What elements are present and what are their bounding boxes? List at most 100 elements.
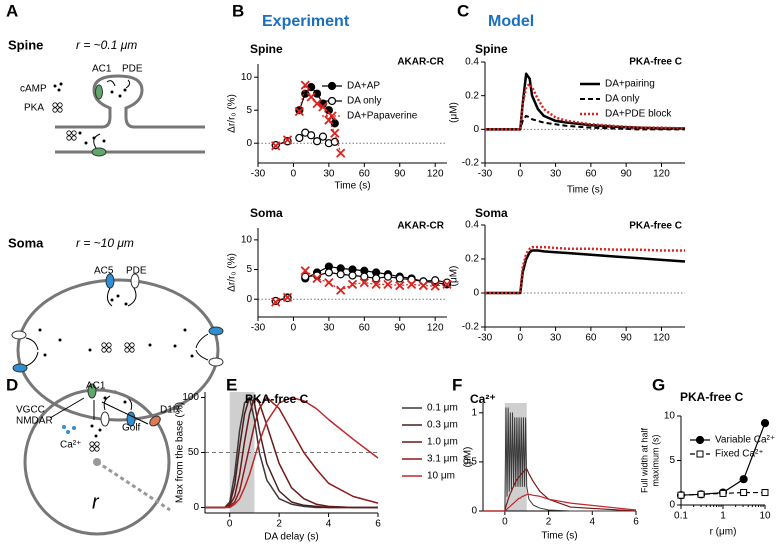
panel-label: D xyxy=(6,375,18,394)
label: NMDAR xyxy=(16,416,53,427)
model-diagram: AC1 VGCC NMDAR D1R Ca²⁺ Golf r xyxy=(16,381,180,536)
y-tick-label: 0 xyxy=(473,288,479,299)
label: PDE xyxy=(126,266,147,277)
marker xyxy=(312,273,322,284)
x-tick-label: 60 xyxy=(585,169,597,180)
marker xyxy=(294,106,304,117)
marker-stroke xyxy=(324,277,334,288)
marker-stroke xyxy=(371,279,381,290)
y-tick-label: 10 xyxy=(664,411,676,422)
x-tick-label: 6 xyxy=(633,517,639,528)
ac5 xyxy=(126,411,136,427)
marker xyxy=(271,141,281,151)
label: D1R xyxy=(160,405,180,416)
marker-stroke xyxy=(300,266,310,276)
marker-stroke xyxy=(330,128,340,138)
y-tick-label: 5 xyxy=(246,264,252,275)
marker xyxy=(327,111,337,121)
marker xyxy=(431,276,440,285)
chart-title: PKA-free C xyxy=(680,390,744,404)
marker xyxy=(300,266,310,276)
marker xyxy=(442,278,452,287)
marker xyxy=(442,279,452,290)
x-tick-label: 90 xyxy=(394,323,406,334)
arrow xyxy=(49,397,149,425)
y-tick-label: 100 xyxy=(182,392,199,403)
series-line xyxy=(205,396,379,509)
marker xyxy=(312,137,322,146)
label: PDE xyxy=(122,64,143,75)
marker-stroke xyxy=(336,148,346,158)
legend-label: DA only xyxy=(347,96,381,107)
soma-membrane xyxy=(16,278,220,422)
marker-stroke xyxy=(327,111,337,121)
x-axis-label: r (μm) xyxy=(710,527,737,538)
y-tick-label: 10 xyxy=(241,72,253,83)
x-tick-label: -30 xyxy=(478,169,493,180)
marker xyxy=(383,272,393,281)
diagram-title: Soma xyxy=(8,235,44,250)
legend-label: DA+Papaverine xyxy=(347,111,418,122)
x-tick-label: 10 xyxy=(759,511,771,522)
x-axis-label: DA delay (s) xyxy=(264,532,318,543)
x-tick-label: -30 xyxy=(251,323,266,334)
x-tick-label: 6 xyxy=(375,519,381,530)
panel-label: E xyxy=(226,375,237,394)
y-axis-label: Δr/r₀ (%) xyxy=(227,94,238,133)
size-label: r = ~10 μm xyxy=(76,236,134,250)
x-tick-label: 0.1 xyxy=(674,511,688,522)
y-axis-label: (μM) xyxy=(449,266,460,287)
x-tick-label: 0 xyxy=(518,169,524,180)
y-tick-label: 1 xyxy=(471,407,477,418)
marker xyxy=(418,280,429,291)
pka-icon xyxy=(89,441,100,452)
legend-label: 0.3 μm xyxy=(427,420,458,431)
series-line xyxy=(483,468,637,512)
marker-stroke xyxy=(347,279,358,290)
legend-label: Fixed Ca²⁺ xyxy=(715,449,764,460)
receptor xyxy=(95,84,103,100)
x-tick-label: 30 xyxy=(323,169,335,180)
marker xyxy=(371,279,381,290)
marker xyxy=(327,96,337,106)
heading: Experiment xyxy=(262,13,350,30)
x-tick-label: 30 xyxy=(550,169,562,180)
label: Ca²⁺ xyxy=(60,440,81,451)
marker xyxy=(383,279,393,290)
marker xyxy=(347,279,358,290)
label: PKA xyxy=(24,103,44,114)
y-tick-label: 0 xyxy=(246,294,252,305)
x-tick-label: 2 xyxy=(546,517,552,528)
y-tick-label: 0 xyxy=(473,124,479,135)
x-tick-label: 90 xyxy=(621,169,633,180)
annotation: AKAR-CR xyxy=(397,57,444,68)
y-tick-label: 0.2 xyxy=(465,90,479,101)
x-tick-label: 4 xyxy=(326,519,332,530)
marker xyxy=(336,270,345,279)
arrow xyxy=(93,79,131,149)
ac5 xyxy=(105,273,115,289)
marker-stroke xyxy=(312,273,322,284)
marker xyxy=(677,491,685,499)
x-tick-label: 120 xyxy=(427,323,444,334)
series-line xyxy=(205,396,378,509)
y-tick-label: 0 xyxy=(193,502,199,513)
x-axis-label: Time (s) xyxy=(334,181,370,192)
marker-stroke xyxy=(359,277,369,288)
ca-dots xyxy=(62,425,76,434)
annotation: PKA-free C xyxy=(629,57,682,68)
marker xyxy=(327,81,337,91)
x-tick-label: 30 xyxy=(323,323,335,334)
diagram-title: Spine xyxy=(8,37,43,52)
x-tick-label: 0 xyxy=(291,169,297,180)
x-tick-label: 0 xyxy=(227,519,233,530)
receptor xyxy=(91,147,107,157)
marker xyxy=(307,131,316,140)
marker xyxy=(348,271,357,280)
y-tick-label: 0.4 xyxy=(465,220,479,231)
panel-label: C xyxy=(457,1,469,20)
marker xyxy=(761,489,769,497)
arrow xyxy=(25,287,209,411)
x-axis-label: Time (s) xyxy=(541,531,577,542)
marker xyxy=(301,272,310,281)
